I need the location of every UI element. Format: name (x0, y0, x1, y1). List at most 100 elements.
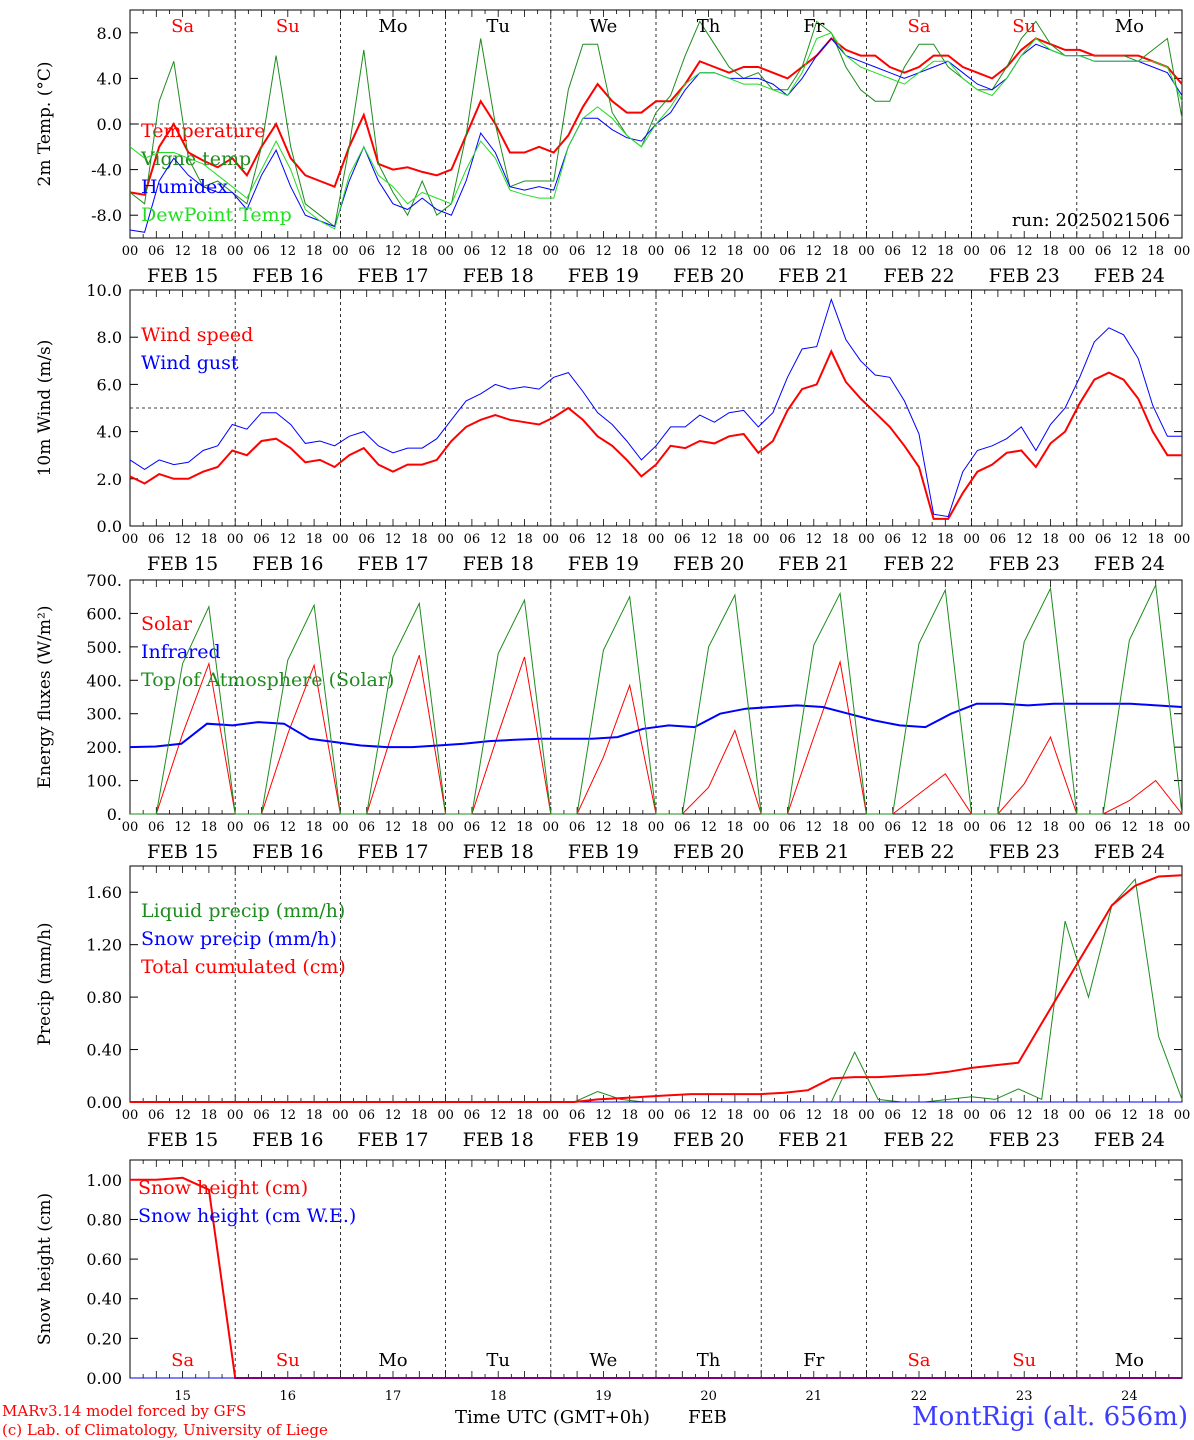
hour-label: 00 (543, 820, 560, 835)
hour-label: 12 (280, 820, 297, 835)
hour-label: 06 (464, 532, 481, 547)
hour-label: 18 (832, 820, 849, 835)
y-tick-label: 0.80 (86, 1210, 122, 1229)
y-tick-label: -4.0 (91, 161, 122, 180)
hour-label: 00 (963, 532, 980, 547)
hour-label: 06 (779, 820, 796, 835)
day-label: FEB 17 (357, 265, 428, 287)
hour-label: 18 (411, 244, 428, 259)
day-label: FEB 22 (883, 553, 954, 575)
hour-label: 18 (306, 532, 323, 547)
hour-label: 00 (1069, 532, 1086, 547)
hour-label: 06 (569, 820, 586, 835)
hour-label: 00 (753, 820, 770, 835)
run-label: run: 2025021506 (1012, 210, 1170, 231)
y-tick-label: 300. (86, 705, 122, 724)
weekday-label: Su (276, 1350, 300, 1371)
hour-label: 12 (806, 244, 823, 259)
legend-entry: Liquid precip (mm/h) (141, 900, 345, 922)
day-label: FEB 16 (252, 1129, 323, 1151)
hour-label: 12 (595, 244, 612, 259)
day-number-label: 19 (595, 1389, 612, 1404)
hour-label: 06 (569, 244, 586, 259)
series-line (130, 874, 1183, 1103)
legend-entry: Top of Atmosphere (Solar) (141, 669, 394, 691)
y-tick-label: 500. (86, 638, 122, 657)
hour-label: 18 (621, 820, 638, 835)
hour-label: 12 (700, 532, 717, 547)
day-label: FEB 20 (673, 1129, 744, 1151)
hour-label: 12 (595, 820, 612, 835)
y-tick-label: 0.40 (86, 1290, 122, 1309)
series-line (130, 583, 1183, 815)
y-tick-label: 2.0 (97, 470, 122, 489)
hour-label: 12 (490, 1108, 507, 1123)
hour-label: 12 (385, 532, 402, 547)
hour-label: 12 (490, 532, 507, 547)
hour-label: 06 (148, 1108, 165, 1123)
hour-label: 06 (1095, 244, 1112, 259)
hour-label: 12 (595, 1108, 612, 1123)
hour-label: 00 (122, 244, 139, 259)
day-number-label: 15 (174, 1389, 191, 1404)
day-label: FEB 18 (463, 265, 534, 287)
hour-label: 18 (621, 244, 638, 259)
hour-label: 12 (911, 1108, 928, 1123)
legend-entry: Snow height (cm) (138, 1177, 308, 1199)
hour-label: 18 (937, 532, 954, 547)
hour-label: 00 (648, 1108, 665, 1123)
weekday-label: Th (697, 16, 721, 37)
hour-label: 18 (306, 244, 323, 259)
hour-label: 18 (727, 1108, 744, 1123)
hour-label: 12 (1016, 244, 1033, 259)
y-tick-label: 8.0 (97, 24, 122, 43)
hour-label: 18 (516, 1108, 533, 1123)
hour-label: 18 (937, 244, 954, 259)
hour-label: 18 (1147, 532, 1164, 547)
hour-label: 00 (648, 244, 665, 259)
hour-label: 12 (385, 244, 402, 259)
hour-label: 00 (858, 1108, 875, 1123)
hour-label: 18 (1042, 1108, 1059, 1123)
hour-label: 00 (963, 244, 980, 259)
hour-label: 18 (1147, 820, 1164, 835)
hour-label: 12 (1016, 532, 1033, 547)
y-tick-label: 0.40 (86, 1041, 122, 1060)
day-number-label: 18 (490, 1389, 507, 1404)
day-label: FEB 24 (1094, 553, 1165, 575)
hour-label: 12 (700, 820, 717, 835)
hour-label: 18 (1147, 244, 1164, 259)
day-label: FEB 18 (463, 841, 534, 863)
day-label: FEB 23 (989, 553, 1060, 575)
weekday-label: Sa (171, 16, 194, 37)
hour-label: 06 (884, 820, 901, 835)
hour-label: 12 (1121, 820, 1138, 835)
day-number-label: 20 (700, 1389, 717, 1404)
legend-entry: Snow precip (mm/h) (141, 928, 337, 950)
weekday-label: Th (697, 1350, 721, 1371)
hour-label: 06 (464, 244, 481, 259)
hour-label: 06 (569, 532, 586, 547)
hour-label: 12 (1016, 1108, 1033, 1123)
hour-label: 00 (227, 820, 244, 835)
hour-label: 06 (569, 1108, 586, 1123)
hour-label: 12 (490, 820, 507, 835)
weekday-label: Mo (378, 1350, 407, 1371)
hour-label: 12 (490, 244, 507, 259)
hour-label: 06 (464, 1108, 481, 1123)
hour-label: 00 (543, 244, 560, 259)
hour-label: 06 (990, 820, 1007, 835)
hour-label: 00 (122, 532, 139, 547)
hour-label: 06 (674, 820, 691, 835)
day-label: FEB 15 (147, 265, 218, 287)
hour-label: 18 (411, 532, 428, 547)
weekday-label: Sa (907, 16, 930, 37)
y-axis-label: Precip (mm/h) (35, 922, 55, 1045)
hour-label: 00 (1174, 1108, 1191, 1123)
hour-label: 00 (437, 1108, 454, 1123)
hour-label: 00 (963, 1108, 980, 1123)
hour-label: 12 (806, 1108, 823, 1123)
legend-entry: Solar (141, 613, 193, 635)
day-label: FEB 20 (673, 553, 744, 575)
